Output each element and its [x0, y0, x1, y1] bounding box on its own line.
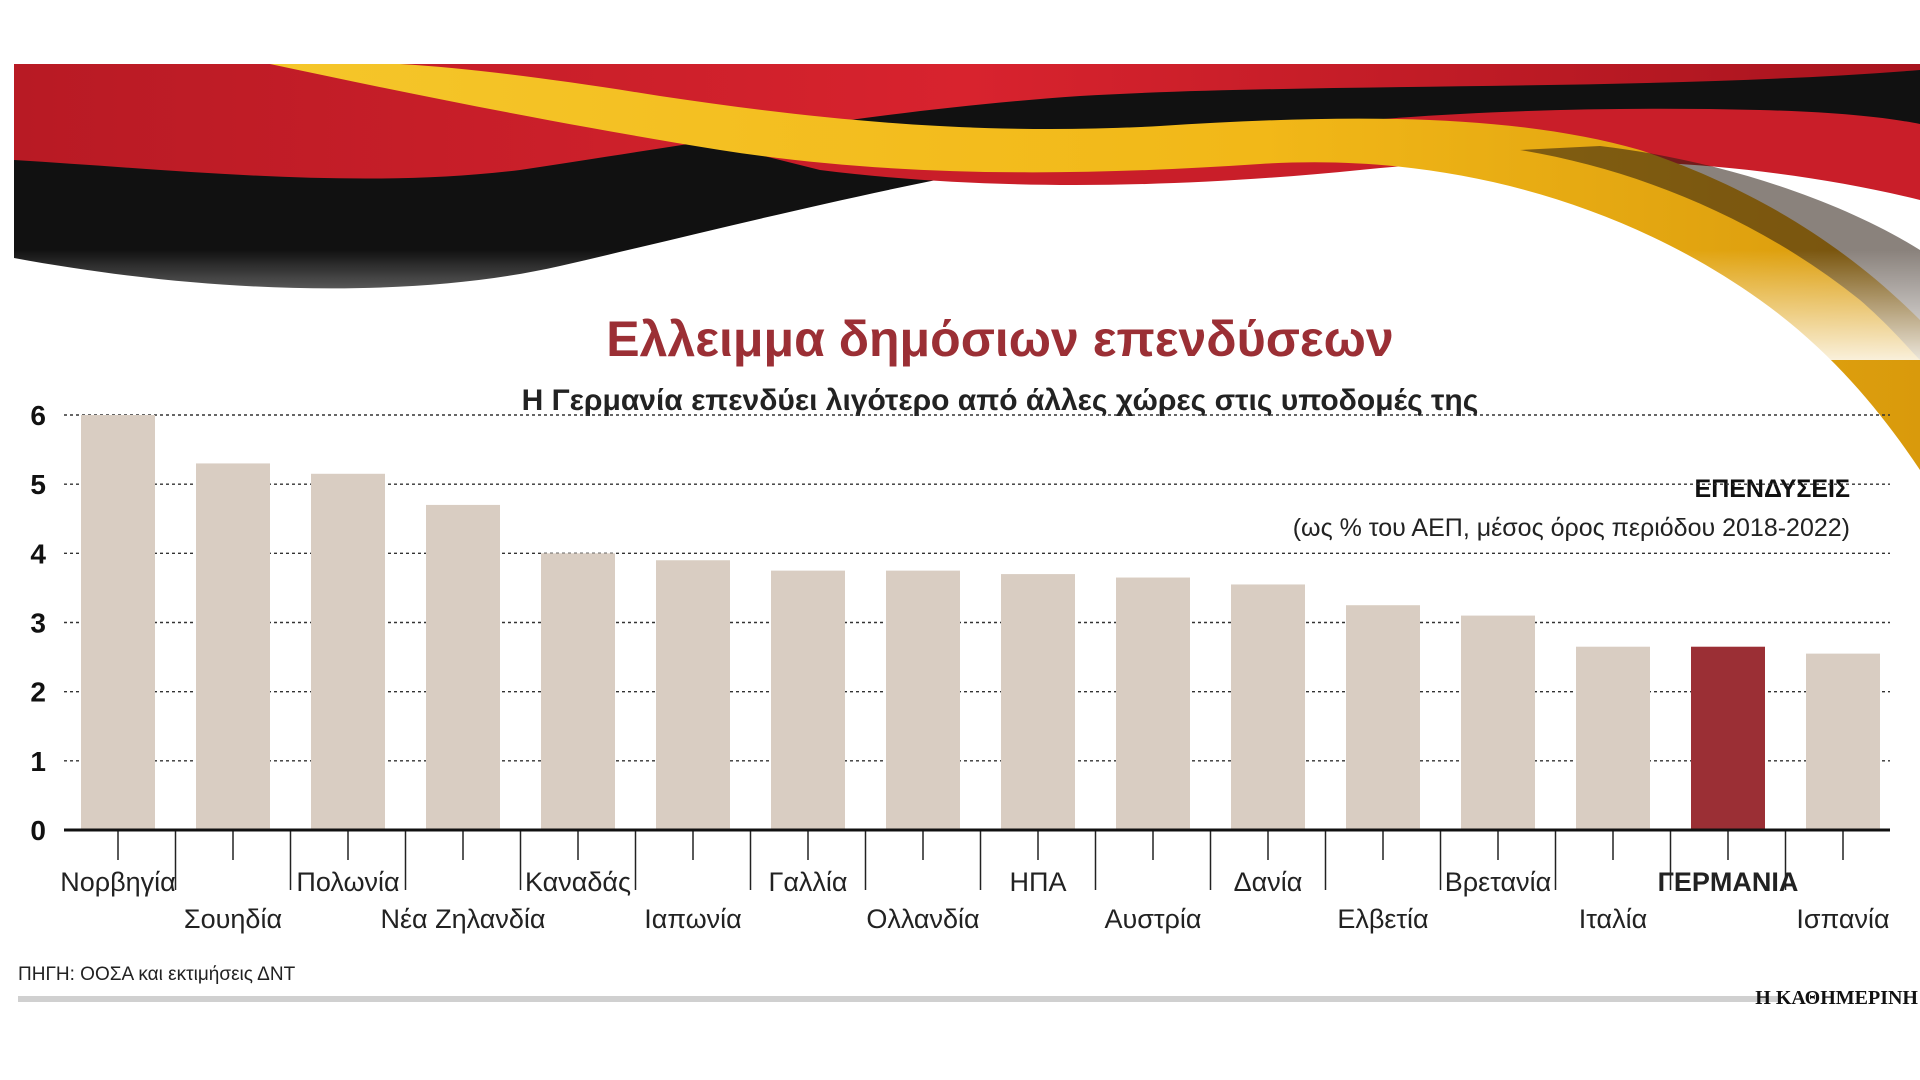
grid-lines	[64, 414, 1890, 762]
y-tick-label: 6	[30, 400, 46, 431]
y-tick-label: 1	[30, 746, 46, 777]
category-label: Καναδάς	[525, 867, 631, 897]
y-tick-label: 3	[30, 608, 46, 639]
category-label: Βρετανία	[1445, 867, 1551, 897]
bar-9	[1001, 574, 1075, 830]
y-tick-label: 4	[30, 538, 46, 569]
source-note: ΠΗΓΗ: ΟΟΣΑ και εκτιμήσεις ΔΝΤ	[18, 964, 296, 985]
category-label: Αυστρία	[1104, 904, 1201, 934]
legend-note: (ως % του ΑΕΠ, μέσος όρος περιόδου 2018-…	[1293, 514, 1850, 542]
chart-subtitle: Η Γερμανία επενδύει λιγότερο από άλλες χ…	[522, 384, 1479, 417]
category-label: Γαλλία	[768, 867, 847, 897]
category-label: Δανία	[1234, 867, 1303, 897]
category-label: Πολωνία	[296, 867, 399, 897]
y-tick-label: 5	[30, 469, 46, 500]
bar-13	[1461, 615, 1535, 830]
category-label: Ιταλία	[1579, 904, 1648, 934]
bar-11	[1231, 584, 1305, 830]
bar-8	[886, 570, 960, 830]
flag-gold-band	[270, 64, 1920, 470]
bars	[81, 415, 1880, 830]
bar-12	[1346, 605, 1420, 830]
bar-14	[1576, 646, 1650, 830]
bar-10	[1116, 577, 1190, 830]
x-axis	[64, 828, 1890, 890]
category-label: Νορβηγία	[60, 867, 176, 897]
bar-6	[656, 560, 730, 830]
category-label: ΓΕΡΜΑΝΙΑ	[1658, 867, 1799, 897]
bar-2	[196, 463, 270, 830]
category-label: Ολλανδία	[866, 904, 979, 934]
category-label: ΗΠΑ	[1009, 867, 1066, 897]
flag-banner	[14, 64, 1920, 470]
bar-3	[311, 473, 385, 830]
footer-rule	[18, 996, 1778, 1002]
bar-15	[1691, 646, 1765, 830]
legend-heading: ΕΠΕΝΔΥΣΕΙΣ	[1695, 475, 1850, 503]
category-label: Ισπανία	[1796, 904, 1889, 934]
category-label: Σουηδία	[184, 904, 282, 934]
category-label: Νέα Ζηλανδία	[381, 904, 546, 934]
bar-1	[81, 415, 155, 830]
category-labels: Νορβηγία Σουηδία Πολωνία Νέα Ζηλανδία Καναδά…	[60, 867, 1889, 934]
category-label: Ιαπωνία	[644, 904, 742, 934]
brand-logo: Η ΚΑΘΗΜΕΡΙΝΗ	[1755, 987, 1918, 1009]
y-tick-label: 2	[30, 677, 46, 708]
y-tick-label: 0	[30, 815, 46, 846]
y-axis-ticks: 0 1 2 3 4 5 6	[30, 400, 46, 846]
bar-5	[541, 553, 615, 830]
category-label: Ελβετία	[1337, 904, 1428, 934]
chart-title: Ελλειμμα δημόσιων επενδύσεων	[606, 311, 1393, 367]
bar-7	[771, 570, 845, 830]
bar-16	[1806, 653, 1880, 830]
bar-4	[426, 504, 500, 830]
